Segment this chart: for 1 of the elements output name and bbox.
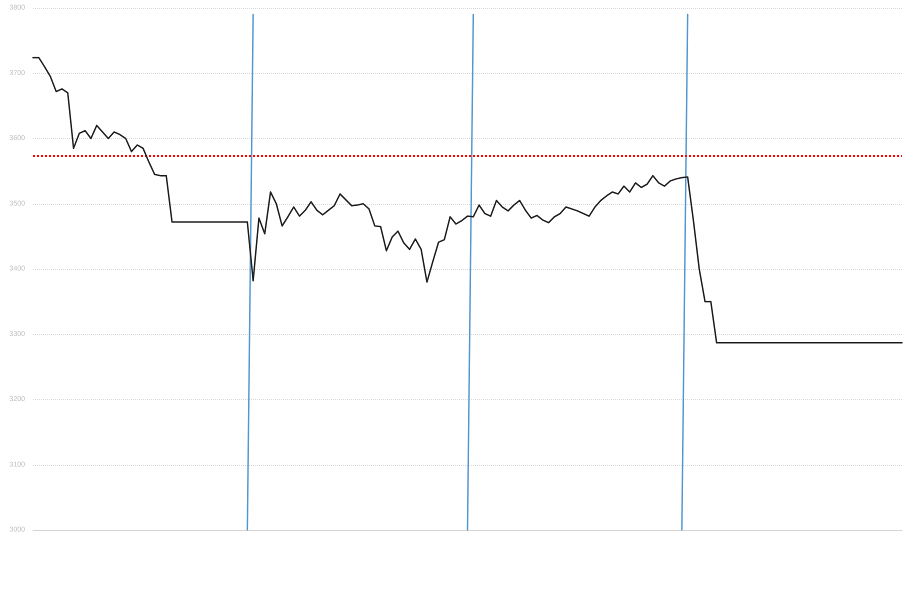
line-series — [32, 56, 903, 344]
